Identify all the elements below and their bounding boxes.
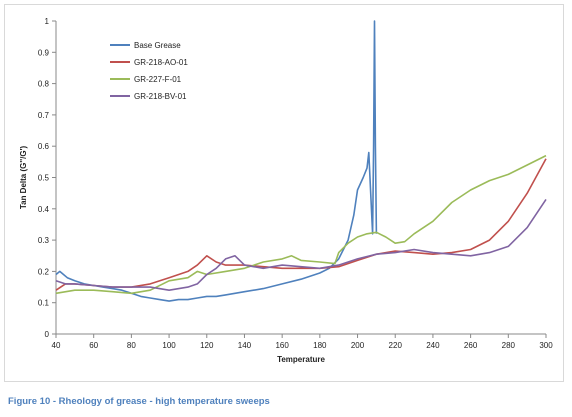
y-tick-label: 0.3	[38, 236, 50, 245]
x-axis-label: Temperature	[277, 355, 325, 364]
y-tick-label: 0.9	[38, 48, 50, 57]
x-tick-label: 180	[313, 341, 327, 350]
series-line-gr-218-ao-01	[55, 158, 547, 291]
y-tick-label: 0.6	[38, 142, 50, 151]
legend-label: Base Grease	[134, 41, 181, 50]
legend-label: GR-218-BV-01	[134, 92, 187, 101]
x-tick-label: 160	[275, 341, 289, 350]
x-tick-label: 40	[52, 341, 61, 350]
legend-label: GR-227-F-01	[134, 75, 182, 84]
y-tick-label: 0.8	[38, 80, 50, 89]
y-tick-label: 1	[45, 17, 50, 26]
x-tick-label: 100	[162, 341, 176, 350]
x-tick-label: 60	[89, 341, 98, 350]
y-tick-label: 0	[45, 330, 50, 339]
y-tick-label: 0.5	[38, 174, 50, 183]
x-tick-label: 120	[200, 341, 214, 350]
y-tick-label: 0.1	[38, 299, 50, 308]
x-tick-label: 240	[426, 341, 440, 350]
x-tick-label: 140	[238, 341, 252, 350]
figure-caption: Figure 10 - Rheology of grease - high te…	[8, 396, 270, 407]
y-tick-label: 0.4	[38, 205, 50, 214]
y-tick-label: 0.2	[38, 267, 50, 276]
x-tick-label: 280	[502, 341, 516, 350]
series-line-gr-227-f-01	[55, 154, 547, 295]
chart-frame	[4, 4, 564, 382]
y-axis-ticks: 0 0.1 0.2 0.3 0.4 0.5 0.6 0.7 0.8 0.9 1	[38, 17, 56, 339]
x-tick-label: 300	[539, 341, 553, 350]
series-line-gr-218-bv-01	[55, 198, 547, 291]
legend-label: GR-218-AO-01	[134, 58, 188, 67]
y-tick-label: 0.7	[38, 111, 50, 120]
x-tick-label: 80	[127, 341, 136, 350]
x-axis-ticks: 40 60 80 100 120 140 160 180 200 220 240 260 280 300	[52, 334, 553, 350]
legend: Base Grease GR-218-AO-01 GR-227-F-01 GR-218…	[110, 41, 188, 101]
series-line-base-grease	[55, 20, 378, 302]
series-group	[55, 20, 547, 302]
y-axis-label: Tan Delta (G''/G')	[19, 145, 28, 209]
x-tick-label: 260	[464, 341, 478, 350]
chart-svg: 0 0.1 0.2 0.3 0.4 0.5 0.6 0.7 0.8 0.9 1 40 60 80 100 1…	[19, 17, 553, 364]
x-tick-label: 200	[351, 341, 365, 350]
x-tick-label: 220	[389, 341, 403, 350]
